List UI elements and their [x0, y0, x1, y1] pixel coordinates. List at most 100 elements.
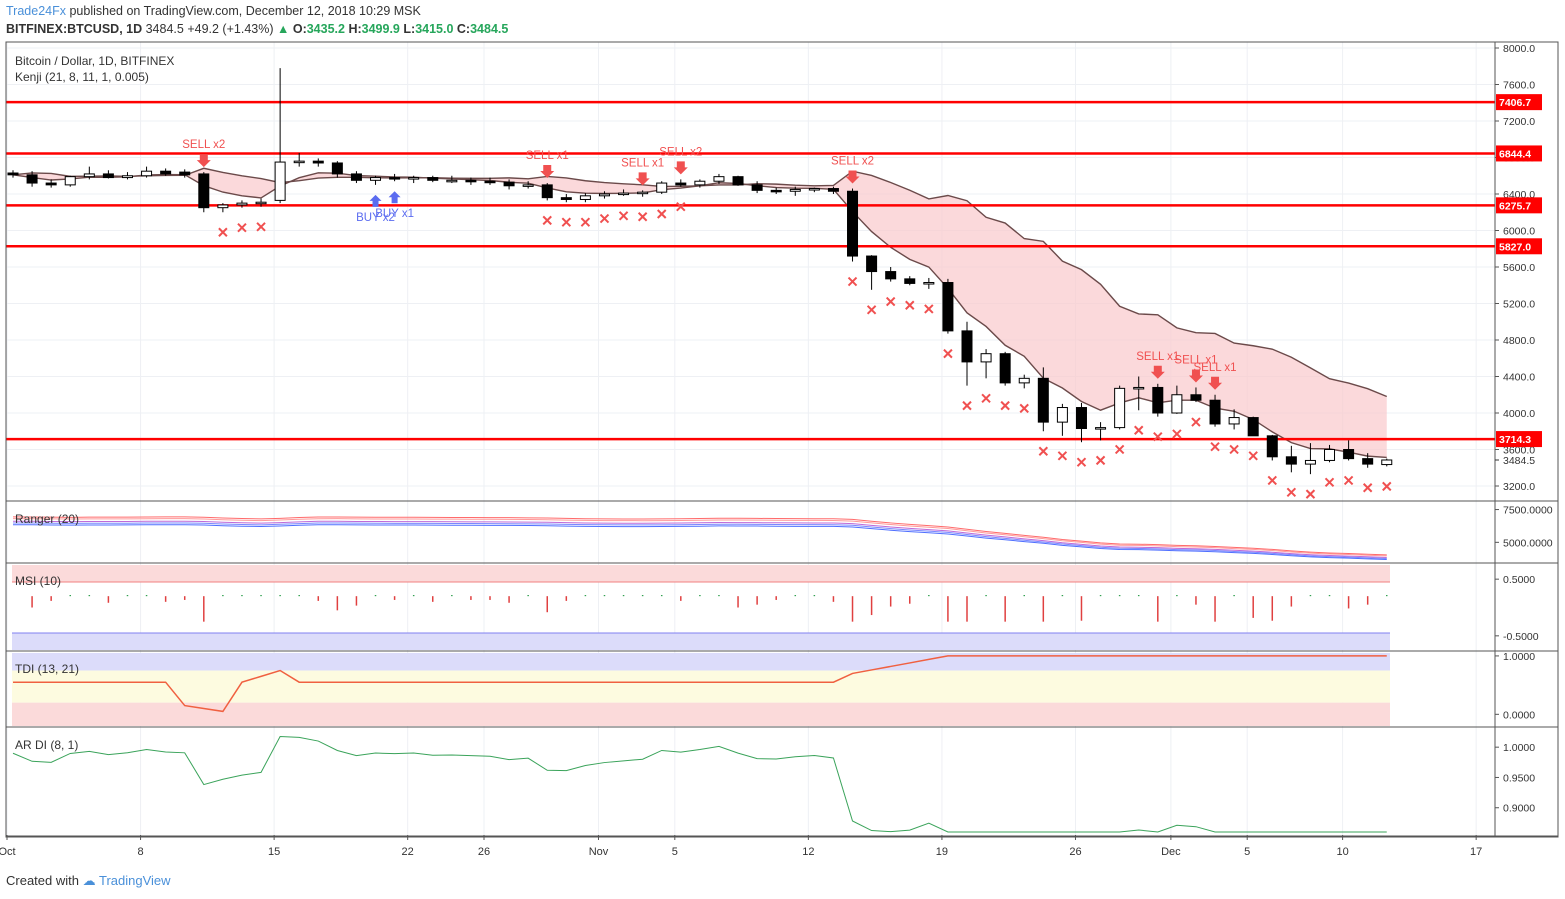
level-label-box	[1496, 94, 1542, 111]
x-mark-stroke	[1172, 429, 1182, 439]
x-mark	[1343, 475, 1354, 486]
x-mark	[1019, 403, 1029, 414]
x-mark-stroke	[1000, 400, 1010, 411]
y-tick-label: 1.0000	[1503, 651, 1535, 663]
candle-body	[541, 184, 553, 199]
candle	[942, 278, 954, 334]
candle-body	[694, 180, 706, 186]
candle-body	[102, 173, 114, 179]
x-mark-stroke	[1038, 446, 1049, 456]
x-mark	[1057, 451, 1068, 461]
candle-body	[179, 171, 191, 176]
candle-body	[503, 181, 515, 187]
candle-body	[198, 173, 210, 209]
x-mark	[1362, 483, 1373, 493]
ohlc-high: H:3499.9	[348, 22, 400, 36]
level-label-box	[1496, 197, 1542, 214]
candle	[1285, 445, 1297, 473]
x-mark	[542, 215, 552, 226]
x-mark-stroke	[676, 201, 686, 212]
up-triangle-icon: ▲	[276, 22, 290, 36]
candle	[980, 349, 992, 379]
sell-arrow-icon	[196, 154, 211, 168]
candle-body	[83, 173, 95, 178]
x-mark-stroke	[1324, 477, 1335, 487]
candle-body	[45, 182, 57, 186]
x-mark	[885, 296, 896, 307]
sell-signal-label: SELL x2	[831, 156, 874, 168]
candle	[999, 351, 1011, 386]
tdi-upper-zone	[12, 653, 1390, 671]
x-mark-stroke	[1057, 451, 1068, 461]
change: +49.2 (+1.43%)	[187, 22, 274, 36]
candle-body	[942, 282, 954, 332]
x-mark-stroke	[1286, 487, 1297, 498]
candle	[26, 171, 38, 187]
candle-body	[1324, 449, 1336, 461]
x-mark-stroke	[1095, 455, 1106, 466]
candle	[770, 187, 782, 194]
sell-signal-label: SELL x1	[1194, 362, 1237, 374]
candle-body	[866, 255, 878, 273]
y-tick-label: 7200.0	[1503, 116, 1535, 128]
candle-body	[789, 188, 801, 192]
candle	[1037, 367, 1049, 432]
x-mark-stroke	[1019, 403, 1029, 414]
x-mark-stroke	[218, 227, 228, 237]
candle-body	[7, 172, 19, 176]
ardi-title: AR DI (8, 1)	[15, 738, 78, 752]
candle	[618, 189, 630, 196]
candle	[656, 181, 668, 194]
x-mark-stroke	[943, 348, 953, 359]
candle	[1075, 402, 1087, 443]
x-mark-stroke	[1076, 457, 1087, 467]
candle	[751, 181, 763, 194]
candle	[1209, 394, 1221, 427]
x-mark-stroke	[237, 222, 247, 233]
x-mark	[561, 217, 572, 227]
level-label-box	[1496, 145, 1542, 162]
ohlc-close: C:3484.5	[456, 22, 509, 36]
candle	[1133, 376, 1145, 411]
y-tick-label: 4000.0	[1503, 408, 1535, 420]
tradingview-link[interactable]: TradingView	[99, 873, 171, 888]
y-tick-label: 3600.0	[1503, 445, 1535, 457]
sell-signal-label: SELL x1	[621, 157, 664, 169]
candle	[446, 175, 458, 184]
candle-body	[923, 282, 935, 285]
x-mark-stroke	[637, 212, 648, 222]
candle-body	[579, 195, 591, 200]
candle-body	[1095, 427, 1107, 430]
x-mark	[924, 304, 934, 314]
x-mark	[256, 222, 266, 232]
ranger-line	[12, 518, 1387, 557]
created-with: Created with	[6, 873, 79, 888]
x-mark	[1095, 455, 1106, 466]
x-mark	[618, 211, 629, 221]
candle	[904, 276, 916, 286]
y-tick-label: 0.0000	[1503, 709, 1535, 721]
candle-body	[389, 177, 401, 180]
x-mark	[1134, 425, 1144, 435]
msi-title: MSI (10)	[15, 574, 61, 588]
ranger-line	[12, 524, 1387, 560]
candle	[179, 169, 191, 178]
ranger-line	[12, 520, 1387, 558]
sell-arrow-icon	[1208, 376, 1223, 390]
sell-arrow-icon	[1188, 369, 1203, 383]
candle	[598, 191, 610, 199]
sell-signal-label: SELL x1	[526, 150, 569, 162]
candle	[560, 194, 572, 203]
candle-body	[26, 174, 38, 184]
ranger-title: Ranger (20)	[15, 512, 79, 526]
candle	[1056, 403, 1068, 436]
candle	[1304, 443, 1316, 475]
x-mark-stroke	[1267, 475, 1277, 486]
candle-body	[904, 278, 916, 284]
level-label: 6275.7	[1499, 200, 1531, 212]
x-mark	[637, 212, 648, 222]
publisher-name[interactable]: Trade24Fx	[6, 4, 66, 18]
y-tick-label: 7600.0	[1503, 80, 1535, 92]
level-label-box	[1496, 238, 1542, 255]
